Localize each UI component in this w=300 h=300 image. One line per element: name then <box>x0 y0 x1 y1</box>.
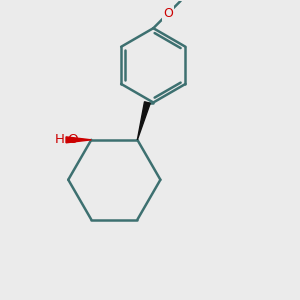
Text: O: O <box>163 7 173 20</box>
Polygon shape <box>137 102 150 140</box>
Text: ·O: ·O <box>64 133 79 146</box>
Text: H: H <box>55 133 64 146</box>
Polygon shape <box>66 137 91 143</box>
